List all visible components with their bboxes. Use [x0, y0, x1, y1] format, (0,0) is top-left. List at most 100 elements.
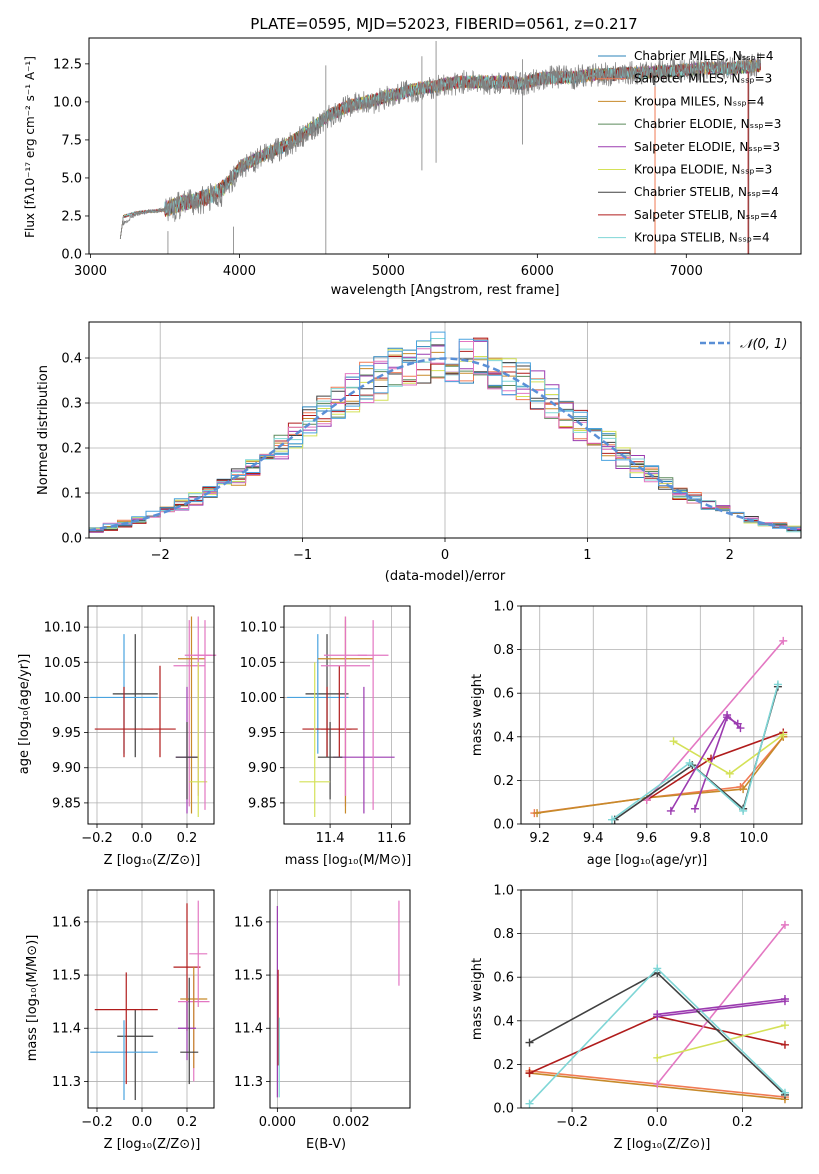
mass-weight-line [657, 1000, 786, 1018]
y-tick-label: 1.0 [493, 600, 514, 615]
y-tick-label: 0.3 [61, 397, 82, 412]
x-tick-label: 0.0 [132, 831, 153, 846]
axes-frame [520, 605, 803, 825]
mass-weight-marker [780, 1088, 789, 1097]
x-tick-label: 6000 [521, 264, 554, 279]
residuals-histograms [88, 331, 802, 533]
y-tick-label: 11.5 [52, 969, 81, 984]
legend-entry: Kroupa MILES, Nₛₛₚ=4 [634, 94, 764, 108]
y-tick-label: 0.1 [61, 487, 82, 502]
x-tick-label: 2 [726, 548, 734, 563]
mass-weight-marker [779, 730, 788, 739]
x-tick-label: −0.2 [556, 1115, 588, 1130]
x-tick-label: 0.0 [132, 1115, 153, 1130]
y-tick-label: 10.05 [240, 656, 277, 671]
mass-weight-line [646, 640, 784, 801]
axes-frame [87, 605, 215, 825]
y-tick-label: 11.6 [52, 915, 81, 930]
legend-entry: Salpeter ELODIE, Nₛₛₚ=3 [634, 140, 780, 154]
y-tick-label: 10.00 [44, 691, 81, 706]
spectrum-legend: Chabrier MILES, Nₛₛₚ=4 Salpeter MILES, Nₛ… [598, 49, 781, 245]
mass-weight-marker [723, 711, 732, 719]
y-tick-label: 0.2 [61, 442, 82, 457]
x-tick-label: 9.2 [529, 831, 550, 846]
ebv-mass-panel: 0.000 0.002 11.3 11.4 11.5 11.6 [234, 889, 411, 1130]
mass-weight-line [673, 733, 784, 775]
mass-weight-marker [653, 1053, 662, 1062]
mass-weight-marker [666, 806, 675, 815]
residuals-ticks: −2 −1 0 1 2 0.0 0.1 0.2 0.3 0.4 [61, 352, 734, 564]
age-weight-ylabel: mass weight [470, 674, 485, 756]
mass-weight-marker [525, 1099, 534, 1108]
x-tick-label: 1 [583, 548, 591, 563]
x-tick-label: −0.2 [81, 1115, 113, 1130]
y-tick-label: 9.95 [248, 726, 277, 741]
mass-weight-marker [653, 964, 662, 973]
y-tick-label: 9.85 [248, 796, 277, 811]
y-tick-label: 9.90 [52, 761, 81, 776]
age-weight-panel: 9.2 9.4 9.6 9.8 10.0 0.0 0.2 0.4 0.6 0.8 1.0 [493, 600, 803, 846]
x-tick-label: −2 [151, 548, 170, 563]
mass-weight-marker [739, 785, 748, 794]
x-tick-label: 9.6 [636, 831, 657, 846]
figure-title: PLATE=0595, MJD=52023, FIBERID=0561, z=0… [250, 15, 637, 33]
y-tick-label: 11.5 [234, 969, 263, 984]
mass-weight-marker [725, 769, 734, 778]
z-mass-panel: −0.2 0.0 0.2 11.3 11.4 11.5 11.6 [52, 889, 215, 1130]
axes-frame [283, 605, 411, 825]
ebv-mass-xlabel: E(B-V) [306, 1137, 346, 1152]
x-tick-label: 0.2 [177, 831, 198, 846]
spectrum-panel: 3000 4000 5000 6000 7000 0.0 2.5 5.0 7.5 10.0 12.5… [23, 37, 802, 298]
x-tick-label: 3000 [74, 264, 107, 279]
mass-weight-marker [780, 920, 789, 929]
y-tick-label: 9.85 [52, 796, 81, 811]
y-tick-label: 0.0 [61, 248, 82, 263]
spectrum-lines [119, 41, 761, 254]
observed-spectrum-line [119, 52, 761, 239]
y-tick-label: 0.4 [61, 352, 82, 367]
mass-weight-marker [739, 806, 748, 815]
legend-entry: Chabrier STELIB, Nₛₛₚ=4 [634, 185, 779, 199]
y-tick-label: 9.95 [52, 726, 81, 741]
z-age-ylabel: age [log₁₀(age/yr)] [17, 654, 32, 775]
legend-entry: Kroupa STELIB, Nₛₛₚ=4 [634, 231, 770, 245]
y-tick-label: 10.05 [44, 656, 81, 671]
y-tick-label: 7.5 [61, 133, 82, 148]
mass-weight-marker [780, 1021, 789, 1030]
x-tick-label: 0.2 [177, 1115, 198, 1130]
y-tick-label: 12.5 [53, 57, 82, 72]
y-tick-label: 0.4 [493, 1014, 514, 1029]
mass-weight-marker [607, 815, 616, 824]
y-tick-label: 0.8 [493, 927, 514, 942]
mass-weight-marker [779, 636, 788, 645]
y-tick-label: 2.5 [61, 209, 82, 224]
normal-legend-label: 𝒩(0, 1) [740, 337, 787, 352]
residuals-panel: −2 −1 0 1 2 0.0 0.1 0.2 0.3 0.4 (data-model)/erro… [36, 321, 802, 584]
y-tick-label: 10.10 [44, 621, 81, 636]
mass-weight-line [657, 1024, 786, 1059]
y-tick-label: 9.90 [248, 761, 277, 776]
mass-weight-line [611, 684, 779, 821]
z-mass-xlabel: Z [log₁₀(Z/Z⊙)] [104, 1137, 201, 1152]
x-tick-label: 9.8 [690, 831, 711, 846]
x-tick-label: 11.6 [377, 831, 406, 846]
residuals-ylabel: Normed distribution [36, 365, 51, 495]
y-tick-label: 0.8 [493, 643, 514, 658]
z-weight-panel: −0.2 0.0 0.2 0.0 0.2 0.4 0.6 0.8 1.0 [493, 884, 803, 1130]
y-tick-label: 0.2 [493, 774, 514, 789]
mass-weight-line [657, 998, 786, 1016]
x-tick-label: 4000 [223, 264, 256, 279]
y-tick-label: 10.0 [53, 95, 82, 110]
mass-weight-line [656, 924, 786, 1085]
axes-frame [269, 889, 411, 1109]
y-tick-label: 0.6 [493, 687, 514, 702]
y-tick-label: 11.6 [234, 915, 263, 930]
mass-weight-marker [525, 1038, 534, 1047]
y-tick-label: 5.0 [61, 171, 82, 186]
x-tick-label: 0 [441, 548, 449, 563]
axes-frame [87, 889, 215, 1109]
mass-weight-marker [773, 680, 782, 689]
mass-weight-line [536, 736, 784, 814]
